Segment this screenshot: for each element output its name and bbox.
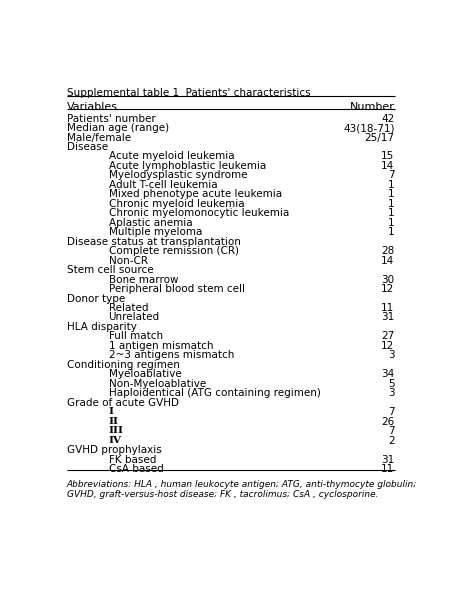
- Text: 7: 7: [388, 170, 395, 181]
- Text: 1: 1: [388, 199, 395, 209]
- Text: 15: 15: [381, 151, 395, 161]
- Text: 12: 12: [381, 341, 395, 351]
- Text: Acute lymphoblastic leukemia: Acute lymphoblastic leukemia: [108, 161, 266, 171]
- Text: Myelodysplastic syndrome: Myelodysplastic syndrome: [108, 170, 247, 181]
- Text: 43(18-71): 43(18-71): [343, 123, 395, 133]
- Text: 5: 5: [388, 379, 395, 389]
- Text: Chronic myelomonocytic leukemia: Chronic myelomonocytic leukemia: [108, 208, 289, 218]
- Text: Stem cell source: Stem cell source: [67, 265, 153, 275]
- Text: CsA based: CsA based: [108, 464, 163, 474]
- Text: 34: 34: [381, 369, 395, 379]
- Text: 7: 7: [388, 407, 395, 417]
- Text: I: I: [108, 407, 113, 416]
- Text: Supplemental table 1  Patients' characteristics: Supplemental table 1 Patients' character…: [67, 88, 310, 98]
- Text: Complete remission (CR): Complete remission (CR): [108, 246, 238, 256]
- Text: 11: 11: [381, 303, 395, 313]
- Text: 2: 2: [388, 436, 395, 446]
- Text: 1 antigen mismatch: 1 antigen mismatch: [108, 341, 213, 351]
- Text: Bone marrow: Bone marrow: [108, 275, 178, 284]
- Text: 14: 14: [381, 161, 395, 171]
- Text: Related: Related: [108, 303, 148, 313]
- Text: Acute myeloid leukemia: Acute myeloid leukemia: [108, 151, 234, 161]
- Text: Conditioning regimen: Conditioning regimen: [67, 360, 180, 370]
- Text: 1: 1: [388, 218, 395, 228]
- Text: Adult T-cell leukemia: Adult T-cell leukemia: [108, 180, 217, 190]
- Text: 1: 1: [388, 227, 395, 237]
- Text: 1: 1: [388, 180, 395, 190]
- Text: 14: 14: [381, 256, 395, 266]
- Text: 31: 31: [381, 455, 395, 464]
- Text: 3: 3: [388, 388, 395, 398]
- Text: Non-CR: Non-CR: [108, 256, 148, 266]
- Text: Peripheral blood stem cell: Peripheral blood stem cell: [108, 284, 244, 294]
- Text: Mixed phenotype acute leukemia: Mixed phenotype acute leukemia: [108, 190, 282, 199]
- Text: GVHD, graft-versus-host disease; FK , tacrolimus; CsA , cyclosporine.: GVHD, graft-versus-host disease; FK , ta…: [67, 490, 378, 499]
- Text: 25/17: 25/17: [364, 133, 395, 143]
- Text: Abbreviations: HLA , human leukocyte antigen; ATG, anti-thymocyte globulin;: Abbreviations: HLA , human leukocyte ant…: [67, 480, 417, 489]
- Text: FK based: FK based: [108, 455, 156, 464]
- Text: Disease status at transplantation: Disease status at transplantation: [67, 237, 241, 247]
- Text: Full match: Full match: [108, 331, 163, 341]
- Text: Number: Number: [350, 103, 395, 112]
- Text: Unrelated: Unrelated: [108, 313, 160, 322]
- Text: Aplastic anemia: Aplastic anemia: [108, 218, 192, 228]
- Text: Disease: Disease: [67, 142, 108, 152]
- Text: 11: 11: [381, 464, 395, 474]
- Text: 28: 28: [381, 246, 395, 256]
- Text: III: III: [108, 426, 124, 435]
- Text: Donor type: Donor type: [67, 293, 125, 304]
- Text: Variables: Variables: [67, 103, 118, 112]
- Text: Male/female: Male/female: [67, 133, 131, 143]
- Text: 42: 42: [381, 113, 395, 124]
- Text: 12: 12: [381, 284, 395, 294]
- Text: GVHD prophylaxis: GVHD prophylaxis: [67, 445, 162, 455]
- Text: Chronic myeloid leukemia: Chronic myeloid leukemia: [108, 199, 244, 209]
- Text: HLA disparity: HLA disparity: [67, 322, 137, 332]
- Text: 1: 1: [388, 208, 395, 218]
- Text: IV: IV: [108, 436, 122, 445]
- Text: II: II: [108, 416, 118, 425]
- Text: 2~3 antigens mismatch: 2~3 antigens mismatch: [108, 350, 234, 361]
- Text: 27: 27: [381, 331, 395, 341]
- Text: Non-Myeloablative: Non-Myeloablative: [108, 379, 206, 389]
- Text: 7: 7: [388, 426, 395, 436]
- Text: 26: 26: [381, 416, 395, 427]
- Text: Patients' number: Patients' number: [67, 113, 155, 124]
- Text: Multiple myeloma: Multiple myeloma: [108, 227, 202, 237]
- Text: Haploidentical (ATG containing regimen): Haploidentical (ATG containing regimen): [108, 388, 320, 398]
- Text: Myeloablative: Myeloablative: [108, 369, 181, 379]
- Text: 31: 31: [381, 313, 395, 322]
- Text: 3: 3: [388, 350, 395, 361]
- Text: Grade of acute GVHD: Grade of acute GVHD: [67, 398, 179, 408]
- Text: 1: 1: [388, 190, 395, 199]
- Text: Median age (range): Median age (range): [67, 123, 169, 133]
- Text: 30: 30: [382, 275, 395, 284]
